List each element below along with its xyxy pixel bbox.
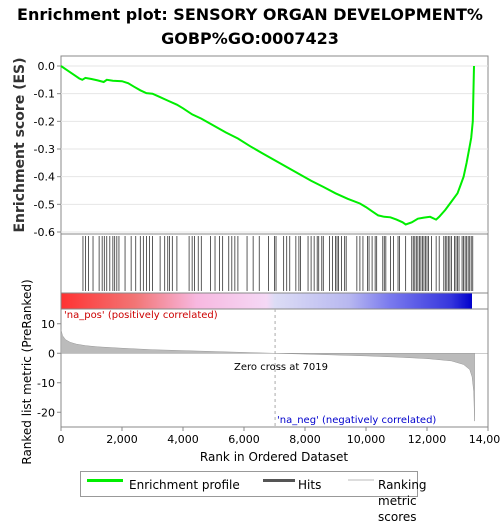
es-ytick-label: -0.1	[34, 88, 55, 101]
rank-color-band	[61, 293, 472, 309]
hit-markers	[82, 236, 474, 291]
x-tick-label: 6,000	[228, 433, 260, 446]
es-ytick-label: -0.2	[34, 115, 55, 128]
legend: Enrichment profile Hits Ranking metric s…	[80, 471, 427, 524]
legend-swatch-profile	[87, 479, 123, 482]
x-tick-label: 8,000	[289, 433, 321, 446]
metric-ytick-label: 10	[41, 318, 55, 331]
legend-swatch-metric	[337, 479, 338, 482]
metric-panel-frame	[60, 308, 489, 428]
x-tick-label: 2,000	[106, 433, 138, 446]
legend-label-metric: Ranking metric scores	[378, 478, 427, 524]
metric-ytick-label: 0	[48, 347, 55, 360]
metric-ytick-label: -10	[37, 377, 55, 390]
legend-label-hits: Hits	[298, 478, 322, 492]
legend-label-profile: Enrichment profile	[129, 478, 240, 492]
metric-y-axis-label: Ranked list metric (PreRanked)	[20, 279, 34, 464]
es-ytick-label: -0.5	[34, 198, 55, 211]
x-tick-label: 14,000	[469, 433, 500, 446]
positive-correlation-label: 'na_pos' (positively correlated)	[64, 310, 218, 321]
enrichment-chart: 0.0 -0.1 -0.2 -0.3 -0.4 -0.5 -0.6 10 0 -10 -20 'n…	[12, 55, 500, 465]
es-y-axis-label: Enrichment score (ES)	[12, 57, 28, 232]
es-ytick-label: -0.6	[34, 226, 55, 239]
negative-correlation-label: 'na_neg' (negatively correlated)	[277, 415, 436, 426]
es-ytick-label: -0.3	[34, 143, 55, 156]
chart-title-line-1: Enrichment plot: SENSORY ORGAN DEVELOPME…	[17, 5, 483, 24]
enrichment-profile-line	[60, 65, 475, 226]
legend-swatch-hits	[263, 479, 295, 482]
es-ytick-label: 0.0	[38, 60, 56, 73]
x-tick-label: 0	[58, 433, 65, 446]
es-ytick-label: -0.4	[34, 171, 55, 184]
x-axis-label: Rank in Ordered Dataset	[200, 450, 348, 464]
chart-title-line-2: GOBP%GO:0007423	[161, 29, 339, 48]
x-tick-label: 10,000	[347, 433, 386, 446]
x-tick-label: 4,000	[167, 433, 199, 446]
metric-ytick-label: -20	[37, 406, 55, 419]
x-tick-label: 12,000	[408, 433, 447, 446]
zero-cross-label: Zero cross at 7019	[234, 362, 328, 373]
